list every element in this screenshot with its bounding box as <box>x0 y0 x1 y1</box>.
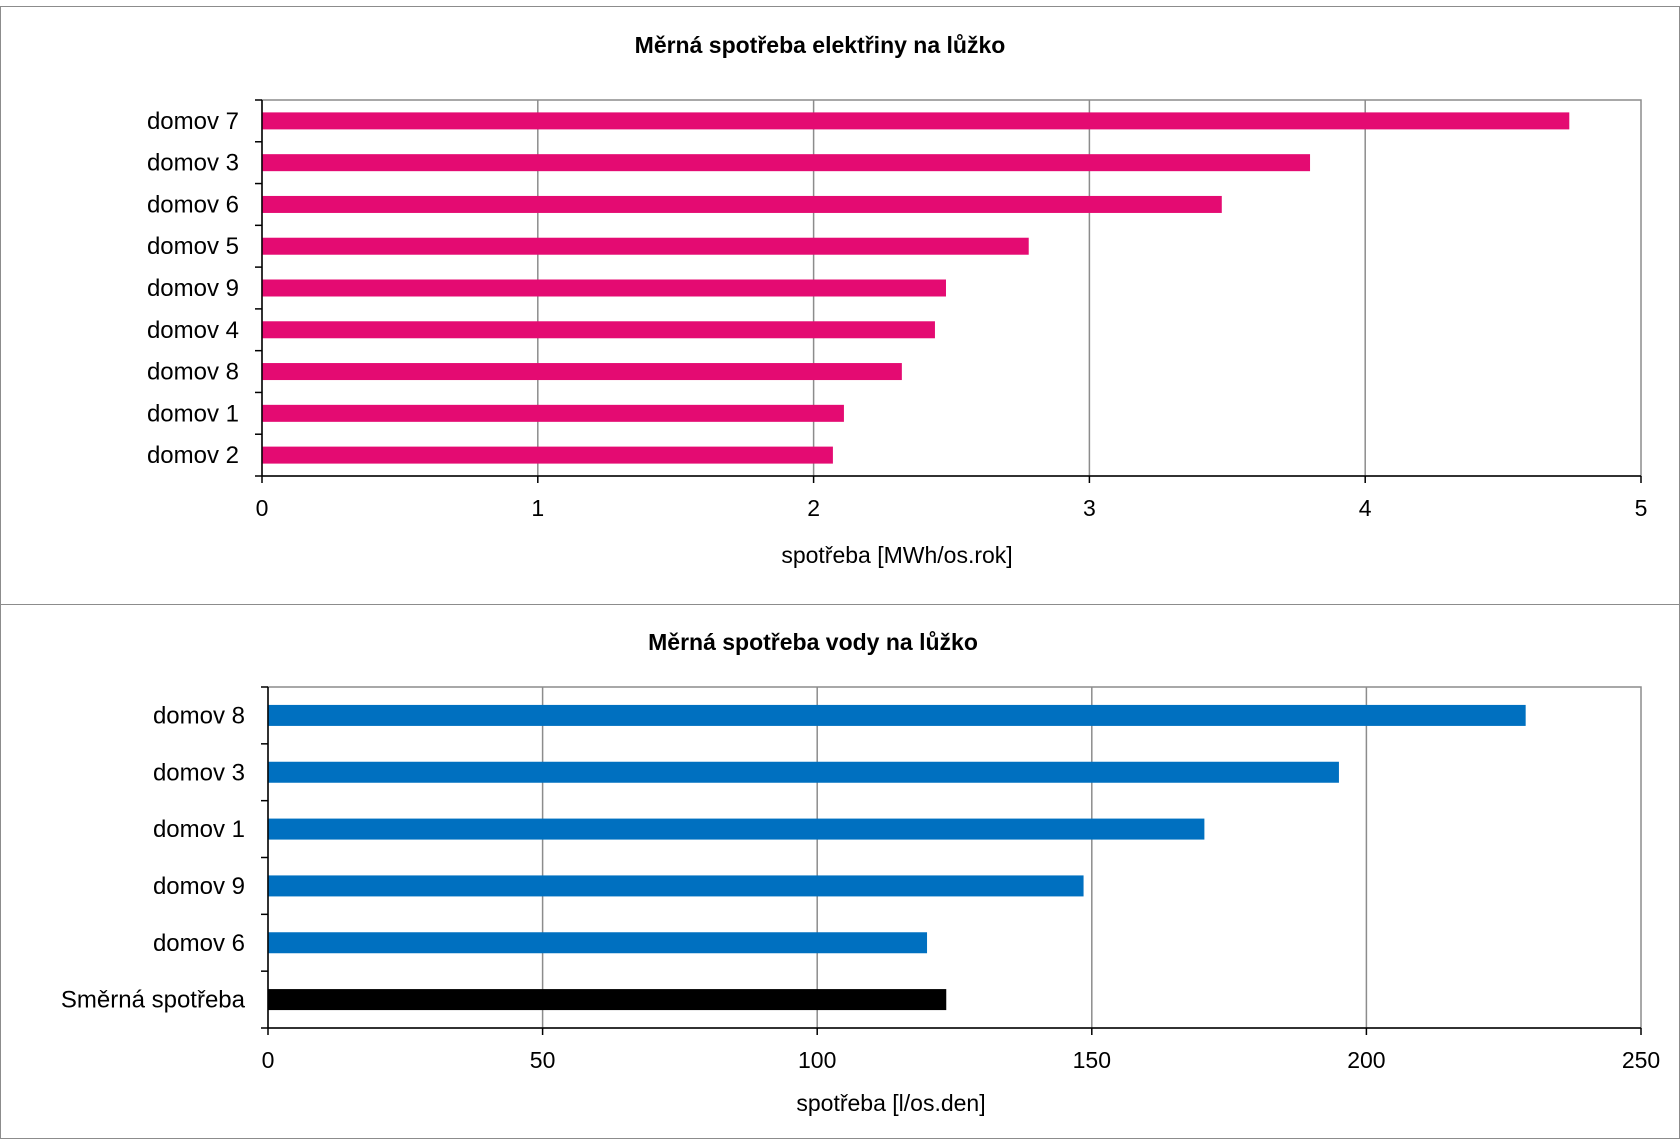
x-tick-label: 4 <box>1359 495 1372 521</box>
x-tick-label: 0 <box>256 495 269 521</box>
water-chart: Měrná spotřeba vody na lůžko 0 50 100 150 20… <box>61 629 1660 1116</box>
category-label: domov 3 <box>153 759 245 786</box>
bar <box>262 279 946 297</box>
x-tick-label: 250 <box>1622 1047 1660 1073</box>
category-label: domov 4 <box>147 317 239 344</box>
bar <box>262 195 1222 213</box>
bar <box>262 112 1570 130</box>
x-tick-label: 3 <box>1083 495 1096 521</box>
bar <box>268 704 1526 726</box>
category-label: domov 7 <box>147 108 239 135</box>
x-tick-label: 150 <box>1073 1047 1111 1073</box>
x-axis-title: spotřeba [MWh/os.rok] <box>781 542 1012 568</box>
bar <box>268 932 928 954</box>
bar <box>268 989 947 1011</box>
bar <box>262 154 1311 172</box>
category-label: domov 9 <box>153 873 245 900</box>
category-label: domov 2 <box>147 442 239 469</box>
electricity-chart: Měrná spotřeba elektřiny na lůžko 0 1 2 3 4 5… <box>147 32 1648 568</box>
chart-title: Měrná spotřeba vody na lůžko <box>648 629 978 655</box>
plot-area <box>267 686 1642 1029</box>
category-label: domov 1 <box>147 400 239 427</box>
water-chart-panel: Měrná spotřeba vody na lůžko 0 50 100 150 20… <box>0 604 1680 1139</box>
x-tick-label: 50 <box>530 1047 556 1073</box>
category-label: domov 3 <box>147 150 239 177</box>
x-tick-label: 1 <box>531 495 544 521</box>
bar <box>262 446 833 464</box>
category-label: Směrná spotřeba <box>61 987 246 1014</box>
category-label: domov 5 <box>147 233 239 260</box>
bar <box>262 404 844 422</box>
category-label: domov 6 <box>153 930 245 957</box>
category-label: domov 8 <box>153 702 245 729</box>
bar <box>262 321 935 339</box>
electricity-chart-panel: Měrná spotřeba elektřiny na lůžko 0 1 2 3 4 5… <box>0 6 1680 605</box>
x-tick-label: 2 <box>807 495 820 521</box>
x-tick-label: 200 <box>1347 1047 1385 1073</box>
x-tick-label: 5 <box>1635 495 1648 521</box>
category-label: domov 8 <box>147 359 239 386</box>
bar <box>268 818 1205 840</box>
bar <box>268 875 1084 897</box>
bar <box>268 761 1339 783</box>
x-axis-title: spotřeba [l/os.den] <box>796 1090 985 1116</box>
chart-title: Měrná spotřeba elektřiny na lůžko <box>635 32 1006 58</box>
category-label: domov 9 <box>147 275 239 302</box>
bar <box>262 363 902 381</box>
category-label: domov 6 <box>147 191 239 218</box>
x-tick-label: 100 <box>798 1047 836 1073</box>
x-tick-label: 0 <box>262 1047 275 1073</box>
category-label: domov 1 <box>153 816 245 843</box>
bar <box>262 237 1029 255</box>
